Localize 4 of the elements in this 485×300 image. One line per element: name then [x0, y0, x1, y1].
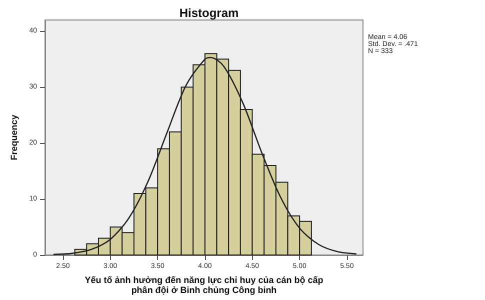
- line-series: [52, 56, 358, 256]
- y-axis-title: Frequency: [8, 114, 19, 160]
- x-axis-title: Yếu tố ảnh hưởng đến năng lực chỉ huy của cán bộ cấp phân đội ở Binh chủng Công binh: [84, 275, 324, 295]
- chart-title: Histogram: [179, 6, 239, 20]
